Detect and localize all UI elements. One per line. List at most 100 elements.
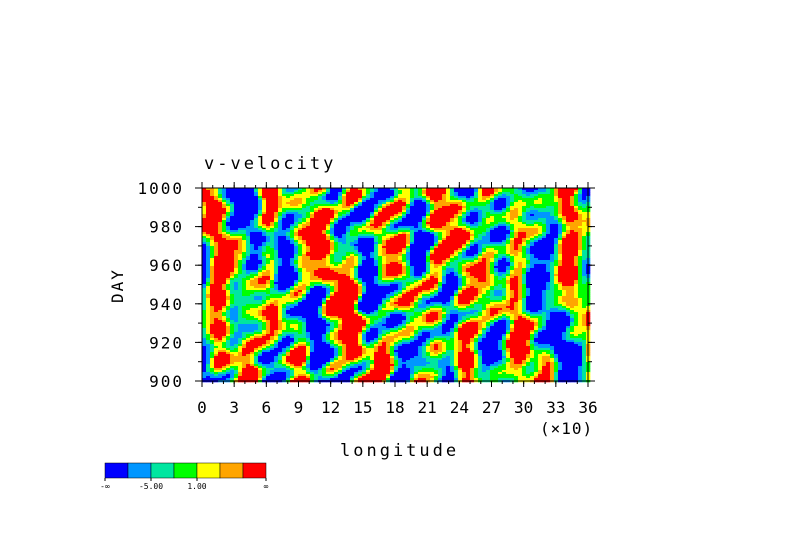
heatmap-cell bbox=[414, 260, 419, 263]
heatmap-cell bbox=[514, 280, 519, 283]
heatmap-cell bbox=[554, 278, 559, 281]
heatmap-cell bbox=[334, 190, 339, 193]
heatmap-cell bbox=[266, 210, 271, 213]
heatmap-cell bbox=[338, 256, 343, 259]
heatmap-cell bbox=[314, 290, 319, 293]
heatmap-cell bbox=[558, 196, 563, 199]
heatmap-cell bbox=[330, 250, 335, 253]
heatmap-cell bbox=[354, 188, 359, 191]
heatmap-cell bbox=[334, 280, 339, 283]
heatmap-cell bbox=[286, 238, 291, 241]
heatmap-cell bbox=[402, 274, 407, 277]
heatmap-cell bbox=[366, 286, 371, 289]
heatmap-cell bbox=[582, 266, 587, 269]
heatmap-cell bbox=[282, 232, 287, 235]
heatmap-cell bbox=[574, 274, 579, 277]
heatmap-cell bbox=[230, 254, 235, 257]
heatmap-cell bbox=[358, 276, 363, 279]
heatmap-cell bbox=[370, 208, 375, 211]
heatmap-cell bbox=[434, 250, 439, 253]
heatmap-cell bbox=[210, 236, 215, 239]
heatmap-cell bbox=[214, 210, 219, 213]
heatmap-cell bbox=[406, 230, 411, 233]
heatmap-cell bbox=[362, 248, 367, 251]
heatmap-cell bbox=[414, 210, 419, 213]
heatmap-cell bbox=[434, 244, 439, 247]
heatmap-cell bbox=[230, 198, 235, 201]
heatmap-cell bbox=[358, 206, 363, 209]
heatmap-cell bbox=[394, 210, 399, 213]
heatmap-cell bbox=[298, 278, 303, 281]
heatmap-cell bbox=[390, 238, 395, 241]
heatmap-cell bbox=[298, 224, 303, 227]
heatmap-cell bbox=[226, 240, 231, 243]
heatmap-cell bbox=[334, 206, 339, 209]
heatmap-cell bbox=[298, 192, 303, 195]
heatmap-cell bbox=[478, 218, 483, 221]
heatmap-cell bbox=[438, 276, 443, 279]
heatmap-cell bbox=[394, 286, 399, 289]
heatmap-cell bbox=[454, 202, 459, 205]
heatmap-cell bbox=[478, 230, 483, 233]
heatmap-cell bbox=[302, 224, 307, 227]
heatmap-cell bbox=[542, 234, 547, 237]
heatmap-cell bbox=[518, 202, 523, 205]
heatmap-cell bbox=[414, 228, 419, 231]
heatmap-cell bbox=[474, 202, 479, 205]
heatmap-cell bbox=[518, 266, 523, 269]
heatmap-cell bbox=[274, 216, 279, 219]
heatmap-cell bbox=[338, 274, 343, 277]
heatmap-cell bbox=[574, 224, 579, 227]
heatmap-cell bbox=[334, 200, 339, 203]
heatmap-cell bbox=[506, 216, 511, 219]
heatmap-cell bbox=[442, 214, 447, 217]
heatmap-cell bbox=[258, 242, 263, 245]
heatmap-cell bbox=[438, 192, 443, 195]
heatmap-cell bbox=[258, 202, 263, 205]
heatmap-cell bbox=[470, 264, 475, 267]
heatmap-cell bbox=[542, 288, 547, 291]
heatmap-cell bbox=[466, 286, 471, 289]
heatmap-cell bbox=[418, 242, 423, 245]
heatmap-cell bbox=[526, 268, 531, 271]
heatmap-cell bbox=[434, 258, 439, 261]
heatmap-cell bbox=[398, 200, 403, 203]
heatmap-cell bbox=[338, 212, 343, 215]
heatmap-cell bbox=[246, 204, 251, 207]
heatmap-cell bbox=[378, 248, 383, 251]
heatmap-cell bbox=[390, 264, 395, 267]
heatmap-cell bbox=[470, 272, 475, 275]
heatmap-cell bbox=[514, 208, 519, 211]
heatmap-cell bbox=[554, 192, 559, 195]
heatmap-cell bbox=[230, 204, 235, 207]
heatmap-cell bbox=[486, 218, 491, 221]
heatmap-cell bbox=[422, 208, 427, 211]
heatmap-cell bbox=[570, 202, 575, 205]
heatmap-cell bbox=[358, 192, 363, 195]
heatmap-cell bbox=[538, 262, 543, 265]
heatmap-cell bbox=[234, 290, 239, 293]
heatmap-cell bbox=[450, 262, 455, 265]
heatmap-cell bbox=[398, 210, 403, 213]
heatmap-cell bbox=[446, 208, 451, 211]
heatmap-cell bbox=[454, 234, 459, 237]
heatmap-cell bbox=[238, 244, 243, 247]
heatmap-cell bbox=[346, 256, 351, 259]
heatmap-cell bbox=[322, 198, 327, 201]
heatmap-cell bbox=[246, 208, 251, 211]
heatmap-cell bbox=[242, 244, 247, 247]
heatmap-cell bbox=[438, 202, 443, 205]
heatmap-cell bbox=[498, 286, 503, 289]
heatmap-cell bbox=[210, 276, 215, 279]
heatmap-cell bbox=[274, 214, 279, 217]
heatmap-cell bbox=[306, 220, 311, 223]
heatmap-cell bbox=[414, 262, 419, 265]
heatmap-cell bbox=[474, 260, 479, 263]
heatmap-cell bbox=[222, 258, 227, 261]
heatmap-cell bbox=[294, 218, 299, 221]
heatmap-cell bbox=[318, 206, 323, 209]
heatmap-cell bbox=[226, 248, 231, 251]
heatmap-cell bbox=[458, 214, 463, 217]
heatmap-cell bbox=[462, 244, 467, 247]
heatmap-cell bbox=[254, 234, 259, 237]
